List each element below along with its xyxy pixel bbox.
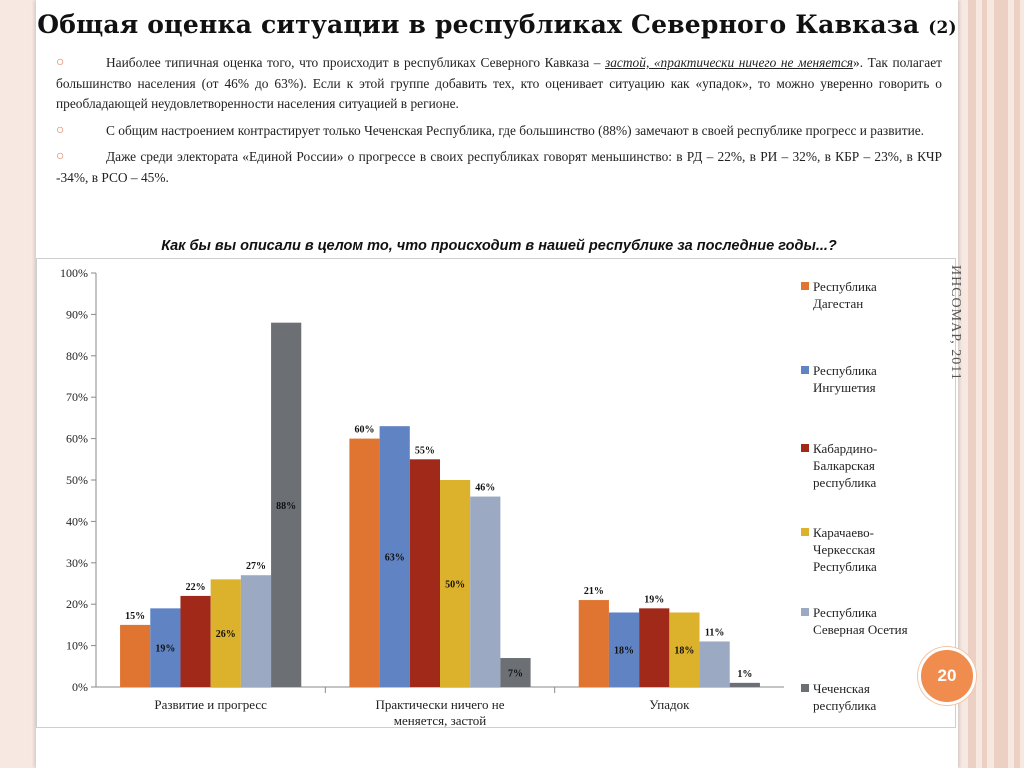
- legend-label: республика: [813, 475, 877, 490]
- legend-label: Балкарская: [813, 458, 875, 473]
- bullet-2: ○ С общим настроением контрастирует толь…: [56, 121, 942, 142]
- y-tick-label: 50%: [66, 473, 88, 487]
- bullet-text: Наиболее типичная оценка того, что проис…: [106, 55, 606, 70]
- y-tick-label: 60%: [66, 432, 88, 446]
- legend-label: Республика: [813, 363, 877, 378]
- page-number-badge: 20: [918, 647, 976, 705]
- data-label: 46%: [475, 483, 495, 494]
- data-label: 50%: [445, 580, 465, 591]
- data-label: 11%: [705, 627, 724, 638]
- data-label: 21%: [584, 586, 604, 597]
- y-tick-label: 30%: [66, 556, 88, 570]
- legend-label: Ингушетия: [813, 380, 876, 395]
- data-label: 18%: [614, 646, 634, 657]
- y-tick-label: 80%: [66, 349, 88, 363]
- data-label: 63%: [385, 553, 405, 564]
- bar: [240, 575, 272, 687]
- bar: [729, 682, 760, 687]
- legend-swatch: [801, 282, 809, 290]
- legend-swatch: [801, 366, 809, 374]
- bullet-marker-icon: ○: [56, 122, 65, 138]
- bar: [639, 608, 670, 687]
- y-tick-label: 90%: [66, 307, 88, 321]
- bar: [349, 438, 380, 687]
- bar: [210, 579, 241, 687]
- title-main: Общая оценка ситуации в республиках Севе…: [37, 10, 920, 39]
- data-label: 27%: [246, 561, 266, 572]
- bullet-text: Даже среди электората «Единой России» о …: [56, 149, 942, 185]
- bar: [120, 624, 151, 687]
- bar: [578, 600, 609, 687]
- bar: [150, 608, 181, 687]
- bar: [180, 595, 211, 687]
- legend-label: республика: [813, 698, 877, 713]
- data-label: 22%: [186, 582, 206, 593]
- bullet-text-tail: ». Так полагает большинство населения (о…: [56, 55, 943, 111]
- bar: [608, 612, 640, 687]
- chart-frame: [36, 258, 956, 728]
- legend-swatch: [801, 444, 809, 452]
- y-tick-label: 100%: [60, 266, 88, 280]
- legend-swatch: [801, 528, 809, 536]
- data-label: 7%: [508, 669, 523, 680]
- y-tick-label: 10%: [66, 639, 88, 653]
- legend-label: Северная Осетия: [813, 622, 908, 637]
- bar: [271, 322, 302, 687]
- bar: [500, 658, 531, 687]
- legend-label: Чеченская: [813, 681, 870, 696]
- legend-swatch: [801, 608, 809, 616]
- data-label: 88%: [276, 501, 296, 512]
- legend-label: Кабардино-: [813, 441, 877, 456]
- x-tick-label: Упадок: [649, 697, 690, 712]
- bar: [699, 641, 730, 687]
- slide-title: Общая оценка ситуации в республиках Севе…: [36, 10, 958, 39]
- x-tick-label: меняется, застой: [394, 713, 486, 728]
- bar: [409, 459, 440, 687]
- chart-question: Как бы вы описали в целом то, что происх…: [161, 238, 837, 254]
- decorative-stripes: [964, 0, 1024, 768]
- y-tick-label: 70%: [66, 390, 88, 404]
- bar: [440, 480, 471, 687]
- legend-label: Республика: [813, 279, 877, 294]
- legend-label: Республика: [813, 605, 877, 620]
- source-label: ИНСОМАР, 2011: [948, 265, 963, 381]
- bullet-emphasis: застой, «практически ничего не меняется: [605, 55, 853, 70]
- bar-chart: 0% 10% 20% 30% 40% 50% 60% 70% 80% 90% 100% 15% 19% 2…: [36, 258, 956, 728]
- bullet-text: С общим настроением контрастирует только…: [106, 122, 925, 138]
- data-label: 18%: [674, 646, 694, 657]
- bar: [669, 612, 700, 687]
- y-tick-label: 20%: [66, 597, 88, 611]
- x-tick-label: Практически ничего не: [375, 697, 504, 712]
- bullet-3: ○ Даже среди электората «Единой России» …: [56, 147, 942, 188]
- data-label: 55%: [415, 445, 435, 456]
- y-tick-label: 0%: [72, 680, 88, 694]
- bullet-1: ○ Наиболее типичная оценка того, что про…: [56, 53, 942, 115]
- legend-label: Карачаево-: [813, 525, 874, 540]
- x-tick-label: Развитие и прогресс: [154, 697, 267, 712]
- data-label: 60%: [355, 425, 375, 436]
- legend-label: Республика: [813, 559, 877, 574]
- title-suffix: (2): [928, 18, 957, 38]
- bullet-list: ○ Наиболее типичная оценка того, что про…: [56, 53, 942, 194]
- legend-label: Дагестан: [813, 296, 863, 311]
- bullet-marker-icon: ○: [56, 149, 65, 164]
- legend-swatch: [801, 684, 809, 692]
- bar: [379, 426, 410, 687]
- data-label: 26%: [216, 629, 236, 640]
- y-tick-label: 40%: [66, 514, 88, 528]
- data-label: 15%: [125, 611, 145, 622]
- data-label: 19%: [155, 644, 175, 655]
- bullet-marker-icon: ○: [56, 55, 65, 70]
- legend-label: Черкесская: [813, 542, 875, 557]
- bar: [470, 496, 501, 687]
- data-label: 1%: [737, 669, 752, 680]
- data-label: 19%: [644, 594, 664, 605]
